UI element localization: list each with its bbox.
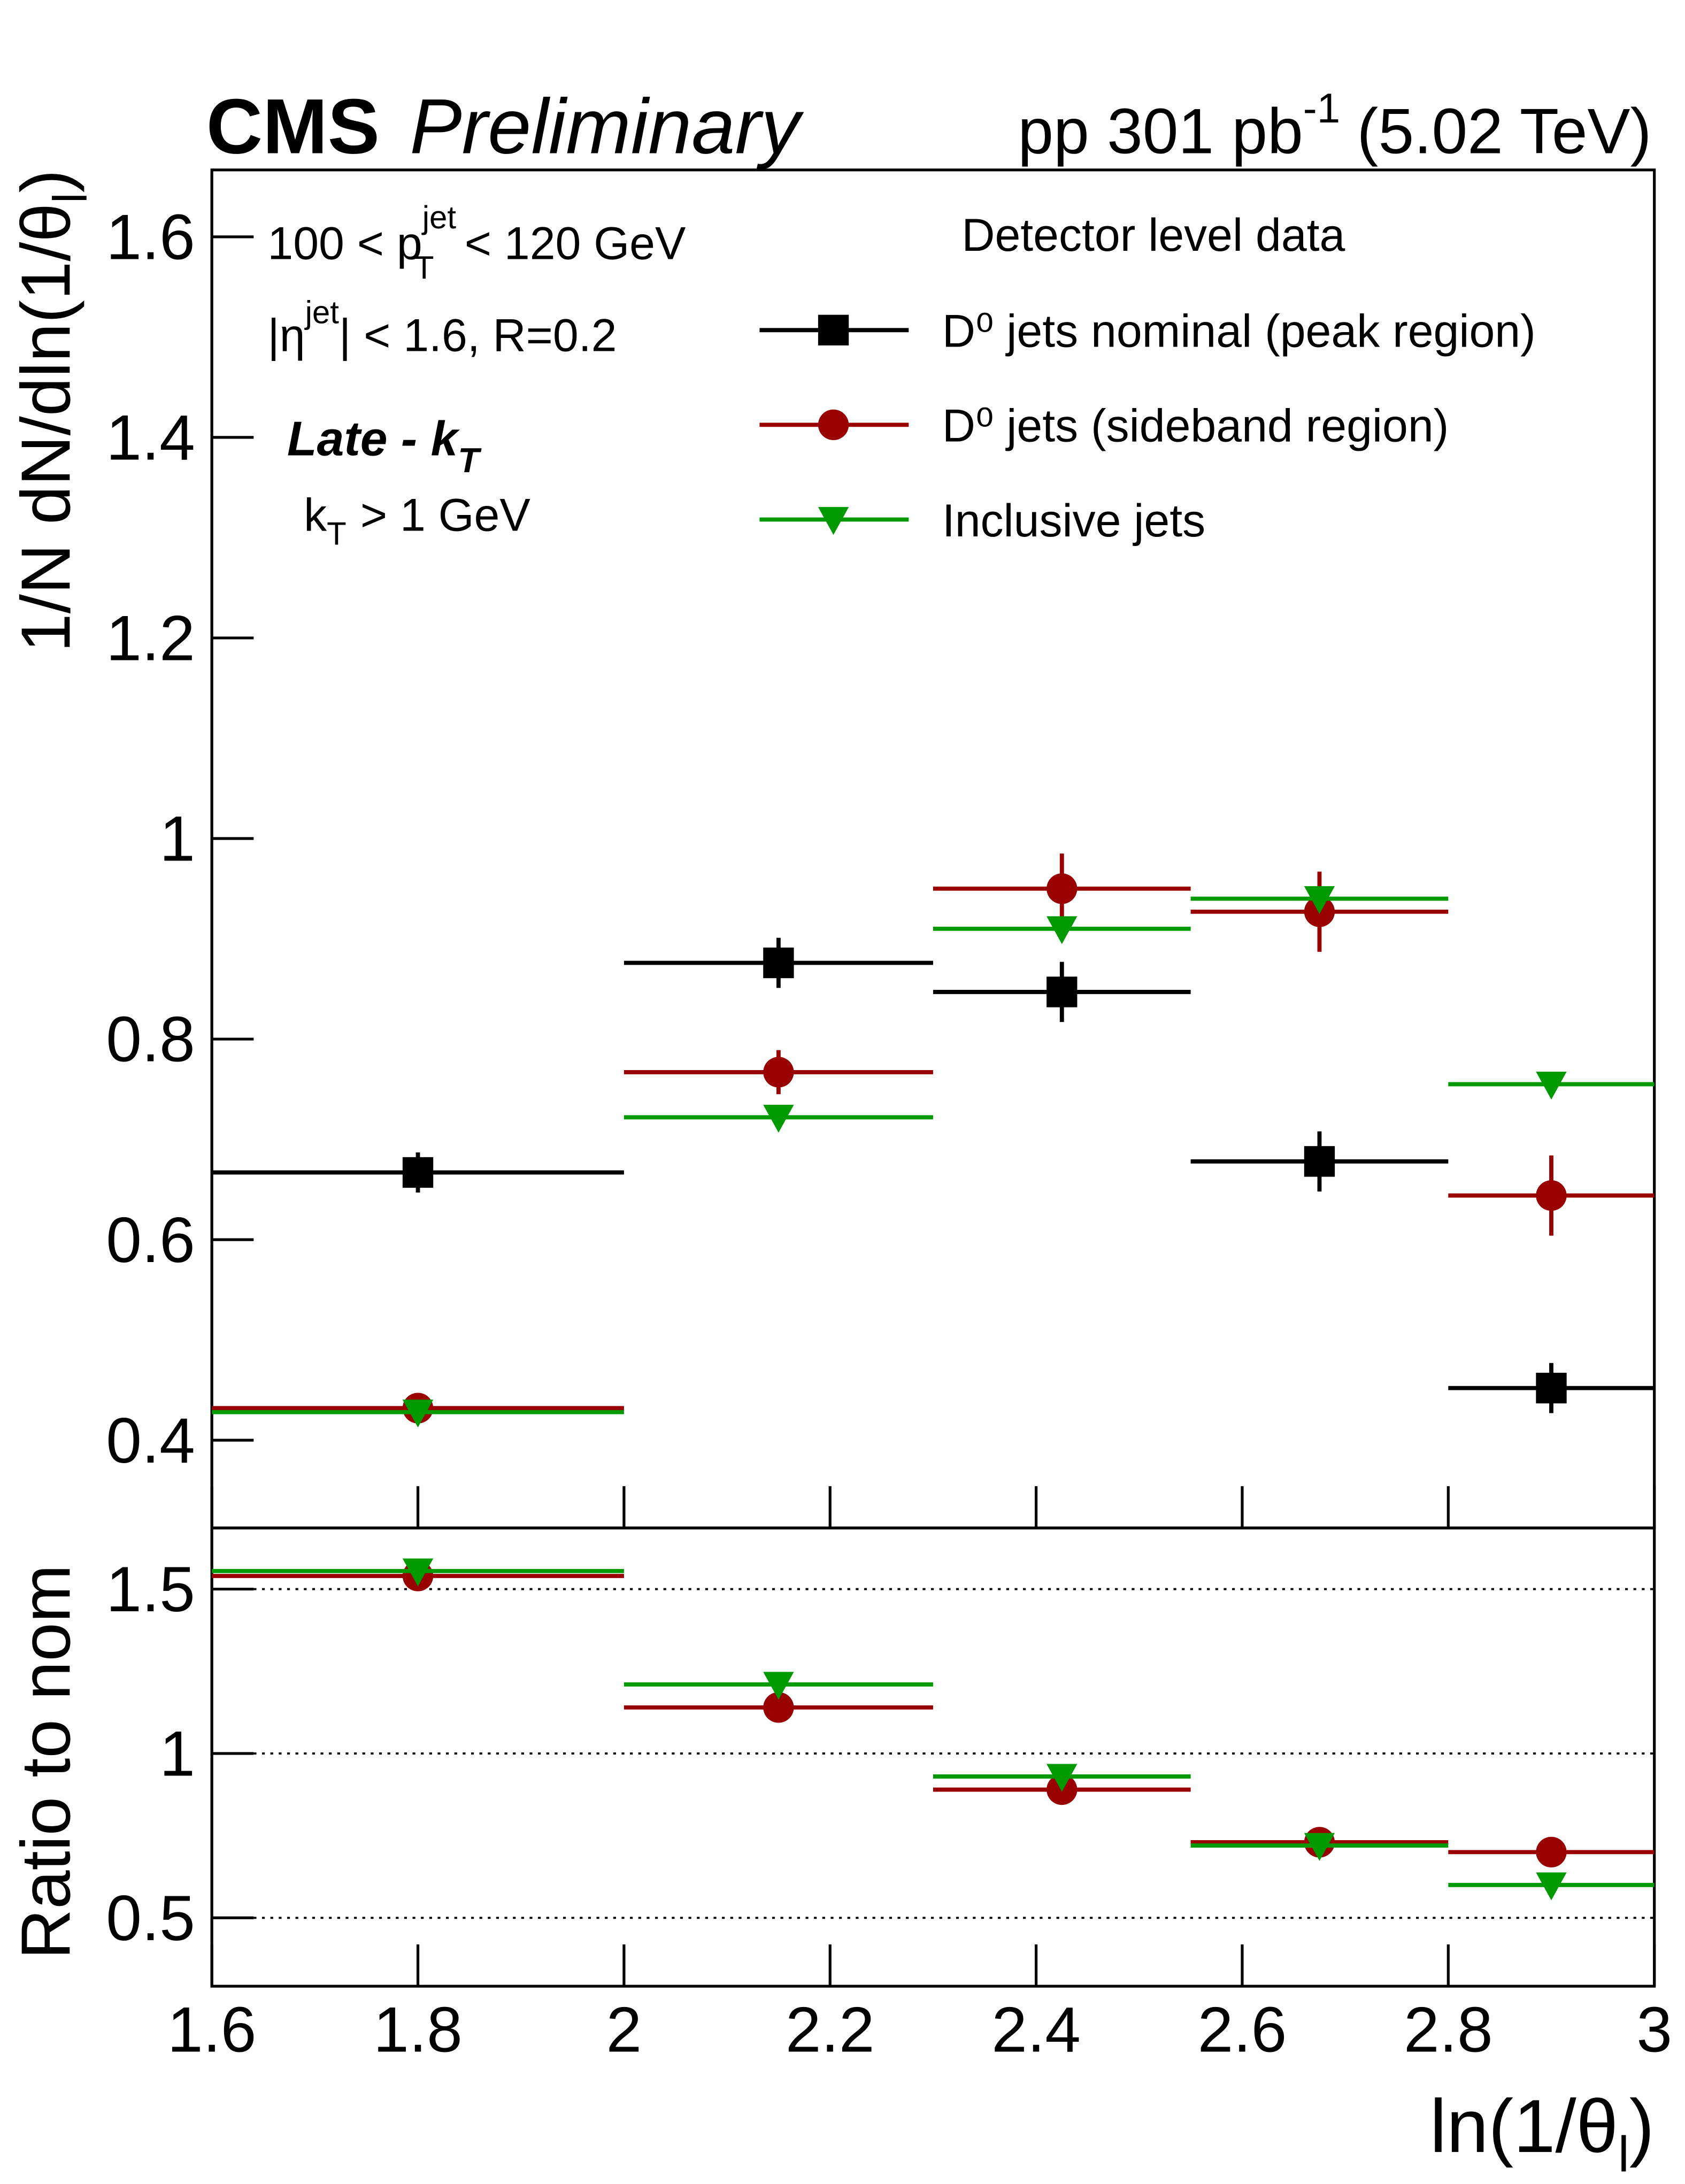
y-tick-label: 1: [159, 804, 195, 875]
x-tick-label: 2.2: [786, 1995, 875, 2066]
marker-triangle: [1536, 1071, 1567, 1100]
y-tick-label: 0.5: [106, 1883, 195, 1954]
annotation-sup: jet: [304, 294, 340, 330]
x-axis-title: ln(1/θl): [1430, 2084, 1655, 2182]
marker-square: [763, 947, 794, 979]
x-tick-label: 3: [1636, 1995, 1672, 2066]
lumi-text: pp 301 pb: [1018, 96, 1303, 167]
annotation-sub: T: [414, 250, 434, 286]
legend-marker: [818, 409, 849, 441]
annotation-text: |η: [267, 310, 305, 361]
annotation: 100 < pjet T < 120 GeV: [267, 199, 686, 286]
legend-label: D⁰ jets (sideband region): [942, 401, 1449, 452]
marker-triangle: [1304, 886, 1335, 914]
y-axis-title: 1/N dN/dln(1/θl): [6, 170, 96, 652]
x-tick-label: 2.6: [1198, 1995, 1287, 2066]
lumi-energy: (5.02 TeV): [1357, 96, 1652, 167]
y-tick-label: 1.5: [106, 1554, 195, 1625]
marker-triangle: [1047, 1764, 1078, 1792]
marker-triangle: [763, 1104, 794, 1133]
lower-frame: [210, 1526, 1656, 1988]
annotation-text: < 120 GeV: [465, 218, 686, 269]
annotation-sup: jet: [421, 199, 457, 235]
legend-marker: [818, 507, 849, 535]
cms-sublabel: Preliminary: [410, 83, 804, 170]
x-tick-label: 2.4: [991, 1995, 1081, 2066]
y-tick-label: 0.6: [106, 1205, 195, 1276]
annotation: |ηjet| < 1.6, R=0.2: [267, 294, 617, 361]
marker-circle: [763, 1692, 794, 1723]
y-axis-title-text: ): [6, 170, 84, 193]
marker-triangle: [1536, 1872, 1567, 1901]
legend-title: Detector level data: [961, 210, 1345, 261]
annotation-text: > 1 GeV: [360, 489, 530, 541]
marker-triangle: [1047, 916, 1078, 944]
y-axis-title-text: 1/N dN/dln(1/θ: [6, 203, 84, 652]
y-tick-label: 1: [159, 1719, 195, 1790]
marker-square: [1304, 1146, 1335, 1177]
legend-label: D⁰ jets nominal (peak region): [942, 306, 1536, 357]
annotation: kT > 1 GeV: [304, 489, 530, 551]
x-tick-label: 2.8: [1404, 1995, 1493, 2066]
y-tick-label: 1.2: [106, 603, 195, 674]
annotation-text: 100 < p: [267, 218, 422, 269]
y-tick-label: 1.4: [106, 403, 195, 474]
legend-marker: [818, 314, 849, 345]
legend-label: Inclusive jets: [942, 495, 1205, 547]
annotation-text: | < 1.6, R=0.2: [339, 310, 617, 361]
marker-circle: [763, 1057, 794, 1088]
marker-square: [1536, 1372, 1567, 1404]
x-axis-title-sub: l: [1618, 2126, 1629, 2182]
y-axis-title-sub: l: [44, 193, 97, 203]
marker-triangle: [1304, 1833, 1335, 1861]
x-axis-title-text: ): [1629, 2084, 1655, 2168]
x-axis-title-text: ln(1/θ: [1430, 2084, 1618, 2168]
marker-circle: [1536, 1180, 1567, 1211]
annotation-text: Late - k: [287, 412, 460, 466]
annotation-text: k: [304, 489, 327, 541]
annotation: Late - kT: [287, 412, 482, 480]
marker-triangle: [402, 1558, 434, 1587]
y-axis-title: Ratio to nom: [6, 1565, 84, 1959]
marker-square: [1047, 976, 1078, 1008]
annotation-sub: T: [458, 441, 482, 480]
x-tick-label: 1.6: [167, 1995, 257, 2066]
marker-triangle: [402, 1399, 434, 1428]
marker-circle: [1047, 873, 1078, 904]
lumi-sup: -1: [1303, 84, 1341, 132]
x-tick-label: 2: [606, 1995, 642, 2066]
y-tick-label: 0.8: [106, 1004, 195, 1075]
marker-square: [402, 1157, 434, 1188]
upper-frame: [210, 168, 1656, 1529]
x-tick-label: 1.8: [373, 1995, 463, 2066]
annotation-sub: T: [327, 516, 347, 551]
y-tick-label: 0.4: [106, 1405, 195, 1476]
marker-circle: [1536, 1836, 1567, 1867]
y-tick-label: 1.6: [106, 202, 195, 273]
marker-triangle: [763, 1672, 794, 1700]
cms-label: CMS: [206, 83, 380, 170]
lumi: pp 301 pb-1 (5.02 TeV): [1018, 84, 1651, 167]
